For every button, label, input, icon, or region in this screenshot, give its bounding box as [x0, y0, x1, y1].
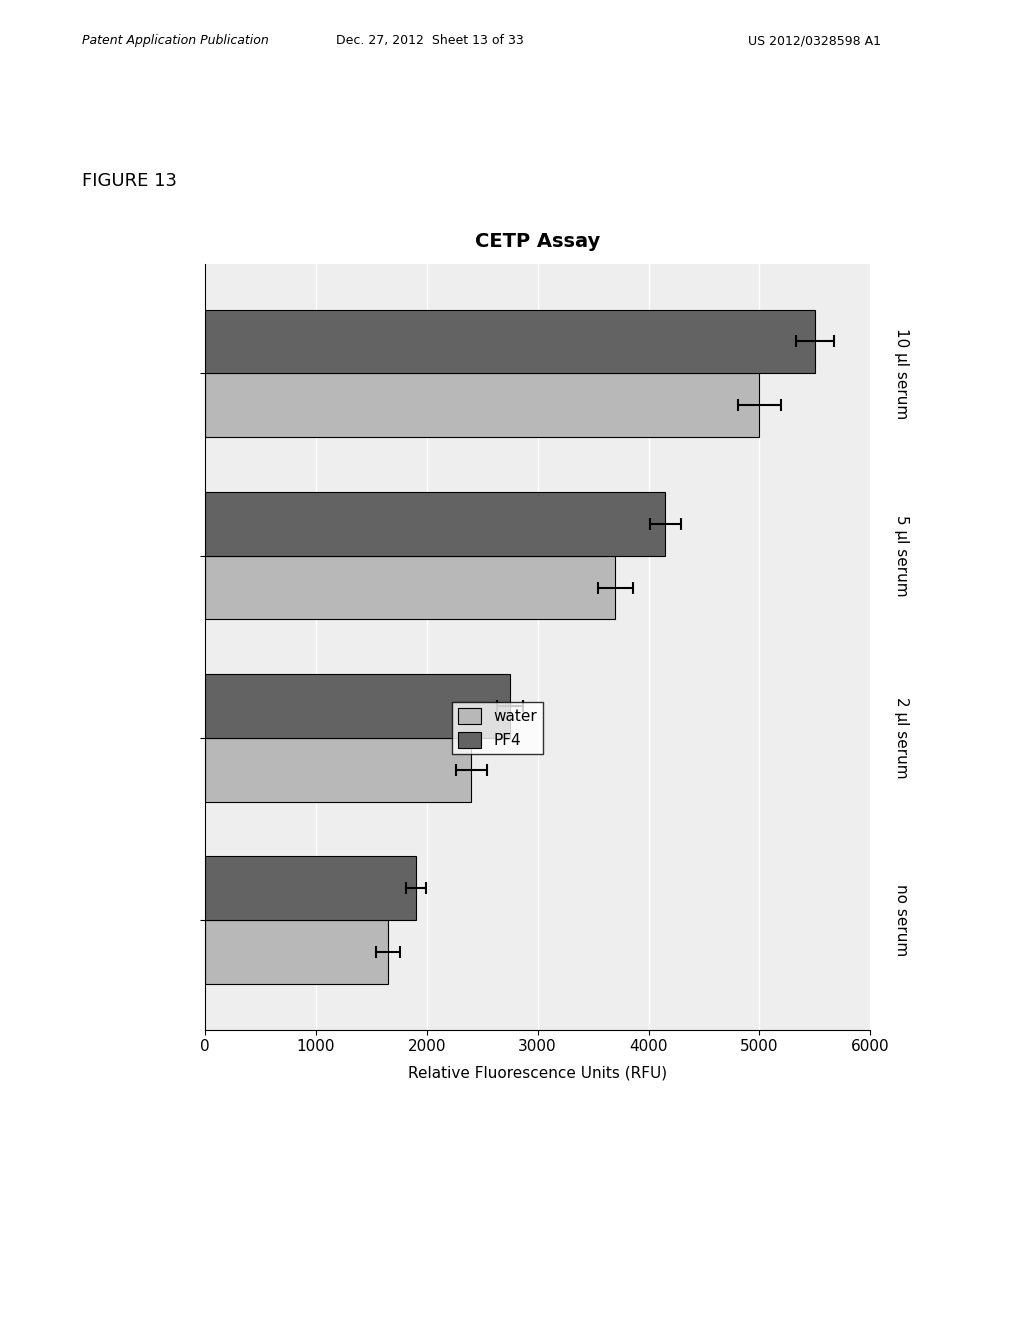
- Title: CETP Assay: CETP Assay: [475, 232, 600, 251]
- Text: 10 µl serum: 10 µl serum: [894, 327, 908, 418]
- Bar: [205, 492, 666, 556]
- Bar: [205, 920, 388, 983]
- Bar: [205, 857, 416, 920]
- Text: Patent Application Publication: Patent Application Publication: [82, 34, 268, 48]
- Legend: water, PF4: water, PF4: [453, 702, 544, 754]
- Bar: [205, 374, 760, 437]
- Bar: [205, 310, 815, 374]
- Text: US 2012/0328598 A1: US 2012/0328598 A1: [748, 34, 881, 48]
- Bar: [205, 675, 510, 738]
- Text: 5 µl serum: 5 µl serum: [894, 515, 908, 597]
- Text: no serum: no serum: [894, 884, 908, 957]
- Bar: [205, 738, 471, 801]
- Bar: [205, 556, 615, 619]
- Text: 2 µl serum: 2 µl serum: [894, 697, 908, 779]
- Text: Dec. 27, 2012  Sheet 13 of 33: Dec. 27, 2012 Sheet 13 of 33: [336, 34, 524, 48]
- Text: FIGURE 13: FIGURE 13: [82, 172, 177, 190]
- X-axis label: Relative Fluorescence Units (RFU): Relative Fluorescence Units (RFU): [408, 1065, 668, 1081]
